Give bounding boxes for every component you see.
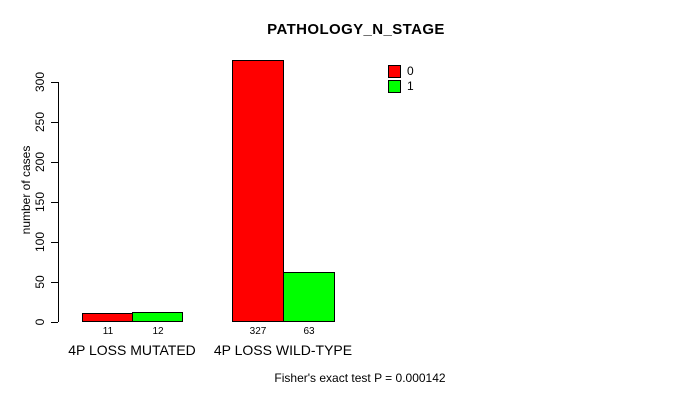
legend-row: 0 [388,65,414,78]
bar-4p-loss-mutated-series-0 [82,313,133,322]
legend-label: 0 [407,64,414,78]
bar-value-label: 327 [249,326,267,337]
y-tick [51,161,58,163]
y-tick [51,201,58,203]
legend-label: 1 [407,79,414,93]
bar-4p-loss-mutated-series-1 [132,312,183,322]
bar-value-label: 12 [152,326,164,337]
y-tick [51,281,58,283]
bar-value-label: 63 [303,326,315,337]
legend-swatch-green [388,80,401,93]
bar-value-label: 11 [102,326,114,337]
y-tick-label: 150 [33,191,47,213]
stat-annotation: Fisher's exact test P = 0.000142 [274,371,446,385]
chart-title: PATHOLOGY_N_STAGE [267,21,445,38]
y-tick-label: 250 [33,111,47,133]
y-tick [51,121,58,123]
category-label-wildtype: 4P LOSS WILD-TYPE [213,342,353,358]
legend: 0 1 [388,65,414,95]
y-tick [51,241,58,243]
y-tick [51,81,58,83]
y-axis-line [58,82,59,322]
bar-4p-loss-wild-type-series-1 [283,272,335,322]
y-tick [51,321,58,323]
y-tick-label: 100 [33,231,47,253]
bar-4p-loss-wild-type-series-0 [232,60,284,322]
y-tick-label: 300 [33,71,47,93]
y-tick-label: 50 [33,275,47,289]
y-tick-label: 200 [33,151,47,173]
category-label-mutated: 4P LOSS MUTATED [68,342,196,358]
legend-swatch-red [388,65,401,78]
y-axis-label: number of cases [19,145,33,235]
y-tick-label: 0 [33,318,47,326]
legend-row: 1 [388,80,414,93]
